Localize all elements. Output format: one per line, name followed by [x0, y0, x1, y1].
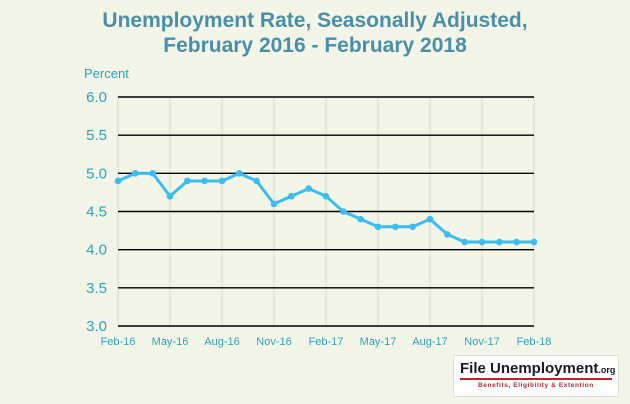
- x-tick-label: May-17: [360, 336, 397, 348]
- data-point: [184, 177, 191, 185]
- y-tick-label: 6.0: [86, 89, 107, 106]
- y-tick-label: 5.0: [86, 165, 107, 182]
- data-point: [114, 177, 122, 185]
- chart-title: Unemployment Rate, Seasonally Adjusted, …: [0, 8, 630, 58]
- data-point: [461, 238, 468, 246]
- data-point: [166, 192, 174, 200]
- data-point: [357, 215, 364, 223]
- data-point: [305, 185, 312, 192]
- data-point: [149, 170, 156, 177]
- data-point: [288, 192, 295, 200]
- data-point: [132, 170, 139, 177]
- logo-main-text: File Unemployment: [460, 360, 599, 377]
- y-tick-label: 5.5: [86, 127, 107, 144]
- y-tick-label: 4.0: [86, 242, 107, 259]
- data-point: [409, 223, 416, 231]
- data-point: [478, 238, 486, 246]
- data-point: [270, 200, 278, 208]
- data-point: [513, 238, 520, 246]
- data-point: [253, 177, 260, 185]
- x-tick-label: Nov-16: [256, 336, 291, 348]
- logo-org-text: .org: [598, 365, 616, 375]
- x-tick-label: Feb-17: [309, 336, 344, 348]
- data-point: [322, 192, 330, 200]
- x-tick-label: May-16: [152, 336, 189, 348]
- x-tick-label: Feb-18: [517, 336, 552, 348]
- x-tick-label: Aug-16: [204, 336, 239, 348]
- data-point: [201, 177, 208, 185]
- data-point: [392, 223, 399, 231]
- data-point: [496, 238, 503, 246]
- x-tick-label: Aug-17: [412, 336, 447, 348]
- chart-title-line-1: Unemployment Rate, Seasonally Adjusted,: [102, 9, 528, 32]
- data-point: [374, 223, 382, 231]
- y-tick-label: 4.5: [86, 204, 107, 221]
- data-point: [530, 238, 538, 246]
- y-tick-label: 3.5: [86, 280, 107, 297]
- data-point: [340, 208, 347, 215]
- data-point: [218, 177, 226, 185]
- x-tick-label: Nov-17: [464, 336, 499, 348]
- file-unemployment-logo: File Unemployment.org Benefits, Eligibil…: [453, 355, 619, 397]
- chart-title-line-2: February 2016 - February 2018: [163, 34, 467, 57]
- logo-tagline: Benefits, Eligibility & Extention: [478, 382, 594, 389]
- x-tick-label: Feb-16: [101, 336, 136, 348]
- y-tick-label: 3.0: [86, 318, 107, 335]
- data-point: [444, 231, 451, 238]
- data-point: [426, 215, 434, 223]
- logo-underline: [460, 378, 612, 380]
- y-axis-label: Percent: [84, 66, 129, 81]
- data-point: [236, 170, 243, 177]
